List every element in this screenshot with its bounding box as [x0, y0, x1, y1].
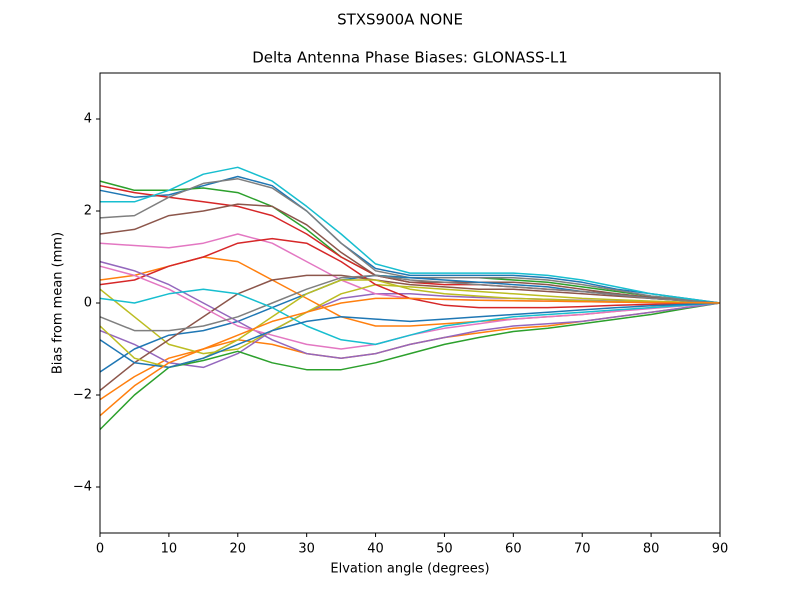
- y-tick-label: −2: [73, 388, 92, 403]
- y-tick-label: 4: [84, 112, 92, 127]
- axes-frame: [99, 72, 721, 534]
- x-tick-label: 90: [712, 542, 729, 557]
- series-line: [99, 203, 721, 304]
- series-line: [99, 175, 721, 304]
- y-tick-label: −4: [73, 480, 92, 495]
- x-tick-label: 80: [643, 542, 660, 557]
- x-tick-label: 30: [298, 542, 315, 557]
- x-tick-label: 10: [161, 542, 178, 557]
- plot-area: [99, 166, 721, 431]
- series-line: [99, 260, 721, 359]
- x-tick-label: 0: [96, 542, 104, 557]
- x-tick-label: 70: [574, 542, 591, 557]
- x-tick-label: 40: [367, 542, 384, 557]
- x-tick-label: 50: [436, 542, 453, 557]
- series-line: [99, 302, 721, 369]
- y-axis-label: Bias from mean (mm): [51, 232, 66, 374]
- x-tick-label: 20: [230, 542, 247, 557]
- series-line: [99, 297, 721, 417]
- chart-title: Delta Antenna Phase Biases: GLONASS-L1: [252, 49, 568, 67]
- y-tick-label: 0: [84, 296, 92, 311]
- y-tick-label: 2: [84, 204, 92, 219]
- series-line: [99, 274, 721, 332]
- suptitle: STXS900A NONE: [337, 11, 463, 29]
- series-line: [99, 302, 721, 431]
- series-line: [100, 166, 721, 304]
- x-axis-label: Elvation angle (degrees): [330, 562, 489, 577]
- series-line: [99, 274, 721, 391]
- series-line: [99, 283, 721, 355]
- x-tick-label: 60: [505, 542, 522, 557]
- series-line: [99, 288, 721, 346]
